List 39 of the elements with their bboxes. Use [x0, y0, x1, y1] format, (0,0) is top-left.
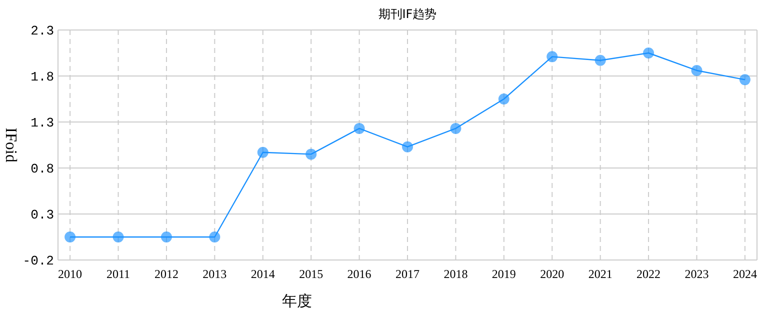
x-tick-label: 2021 [588, 267, 612, 281]
x-tick-label: 2019 [492, 267, 516, 281]
point [643, 48, 654, 58]
y-tick-label: 0.8 [30, 162, 54, 177]
y-tick-label: -0.2 [22, 254, 54, 269]
point [64, 232, 76, 242]
y-axis-title: IFoid [2, 128, 19, 162]
x-tick-label: 2010 [58, 267, 82, 281]
y-tick-label: 0.3 [30, 208, 54, 223]
point [594, 54, 606, 66]
point [691, 64, 702, 76]
point [739, 74, 750, 86]
x-tick-label: 2022 [636, 267, 661, 281]
y-tick-label: 1.3 [30, 116, 54, 131]
point [257, 146, 268, 158]
x-tick-label: 2016 [347, 267, 372, 281]
x-tick-label: 2012 [154, 267, 178, 281]
chart-title: 期刊IF趋势 [378, 7, 437, 21]
x-tick-label: 2024 [732, 267, 757, 281]
x-tick-label: 2013 [202, 267, 227, 281]
point [402, 141, 413, 152]
point [498, 94, 510, 104]
x-tick-label: 2014 [250, 267, 275, 281]
y-tick-label: 1.8 [30, 70, 54, 85]
x-tick-label: 2023 [684, 267, 709, 281]
point [306, 148, 317, 160]
x-tick-label: 2011 [106, 267, 130, 281]
x-tick-label: 2020 [540, 267, 564, 281]
point [450, 122, 462, 134]
point [160, 232, 172, 242]
y-tick-label: 2.3 [30, 24, 54, 39]
point [354, 122, 365, 134]
x-axis-title: 年度 [282, 292, 312, 310]
point [112, 232, 124, 242]
x-tick-label: 2018 [444, 267, 468, 281]
x-tick-label: 2015 [299, 267, 324, 281]
x-tick-label: 2017 [396, 267, 420, 281]
point [209, 232, 220, 242]
point [546, 51, 558, 62]
